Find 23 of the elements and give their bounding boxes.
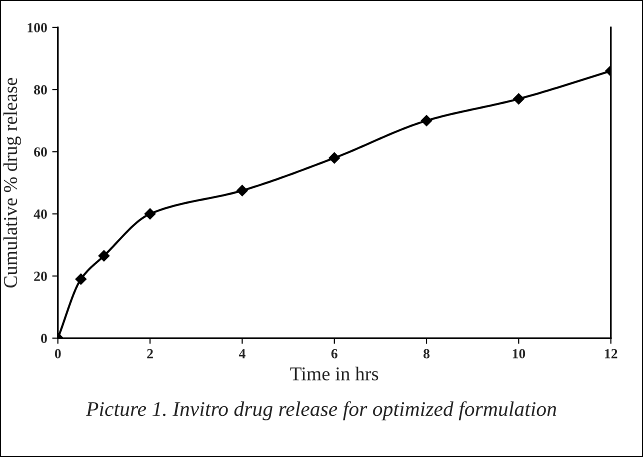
x-tick-label: 2 (147, 349, 153, 358)
x-tick-label: 12 (605, 349, 618, 358)
point (513, 93, 524, 104)
x-tick-label: 8 (424, 349, 430, 358)
y-tick-label: 40 (34, 209, 47, 219)
y-tick-label: 60 (34, 147, 47, 157)
point (144, 208, 156, 220)
y-tick-label: 80 (34, 85, 47, 95)
point (98, 250, 110, 262)
x-axis-title: Time in hrs (290, 366, 378, 380)
y-tick-label: 20 (34, 272, 47, 281)
y-tick-label: 0 (41, 334, 47, 344)
x-tick-label: 6 (331, 349, 338, 358)
x-tick-label: 4 (238, 349, 246, 358)
point (420, 115, 432, 126)
y-axis-title: Cumulative % drug release (3, 78, 22, 288)
y-tick-label: 100 (28, 23, 47, 32)
x-tick-label: 10 (512, 349, 526, 358)
point (75, 274, 87, 285)
x-tick-label: 0 (54, 349, 61, 358)
point (328, 152, 340, 164)
point (236, 184, 248, 196)
text: Picture 1. Invitro drug release for optimized formulation (86, 401, 556, 420)
